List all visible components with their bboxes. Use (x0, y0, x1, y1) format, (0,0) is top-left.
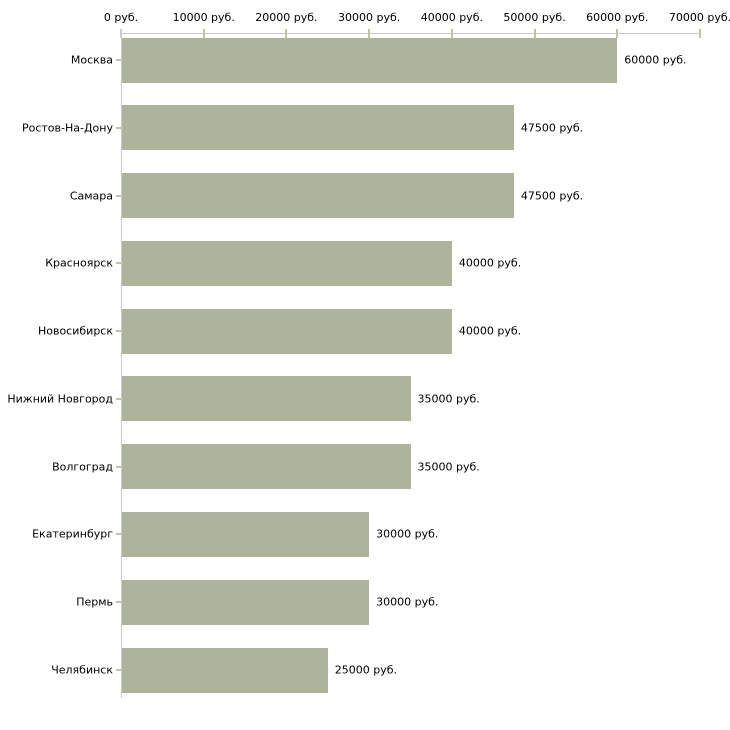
bar-value-label: 47500 руб. (520, 121, 584, 135)
bar (122, 105, 514, 151)
category-label: Пермь (76, 595, 113, 609)
x-tick-mark (533, 29, 536, 38)
y-tick-mark (116, 330, 121, 333)
y-tick-mark (116, 397, 121, 400)
bar-value-label: 60000 руб. (624, 53, 687, 67)
bar-value-label: 47500 руб. (520, 189, 584, 203)
y-axis-line (121, 29, 122, 698)
x-axis-tick-label: 10000 руб. (172, 11, 235, 24)
x-axis-tick-label: 40000 руб. (420, 11, 483, 24)
y-tick-mark (116, 262, 121, 265)
y-tick-mark (116, 126, 121, 129)
x-axis-tick-label: 70000 руб. (668, 11, 730, 24)
x-axis-tick-label: 20000 руб. (255, 11, 318, 24)
y-tick-mark (116, 465, 121, 468)
y-tick-mark (116, 601, 121, 604)
bar (122, 240, 452, 286)
bar (122, 579, 370, 625)
category-label: Новосибирск (37, 324, 113, 338)
x-axis-tick-label: 60000 руб. (586, 11, 649, 24)
x-tick-mark (368, 29, 371, 38)
x-axis-line (121, 33, 701, 34)
bar (122, 376, 411, 422)
x-axis-tick-label: 50000 руб. (503, 11, 566, 24)
x-tick-mark (699, 29, 701, 38)
x-tick-mark (120, 29, 122, 38)
bar (122, 308, 452, 354)
category-label: Челябинск (51, 663, 113, 677)
category-label: Ростов-На-Дону (21, 121, 113, 135)
category-label: Екатеринбург (32, 527, 113, 541)
category-label: Нижний Новгород (7, 392, 113, 406)
bar-value-label: 40000 руб. (458, 256, 522, 270)
bar (122, 173, 514, 219)
y-tick-mark (116, 669, 121, 672)
bar-value-label: 30000 руб. (376, 595, 439, 609)
bar (122, 37, 618, 83)
category-label: Волгоград (52, 460, 113, 474)
x-axis-tick-label: 0 руб. (103, 11, 139, 24)
bar-value-label: 25000 руб. (334, 663, 398, 677)
x-tick-mark (285, 29, 288, 38)
x-tick-mark (616, 29, 619, 38)
category-label: Красноярск (45, 256, 113, 270)
bar (122, 647, 328, 693)
bar-value-label: 35000 руб. (417, 392, 480, 406)
bar-value-label: 40000 руб. (458, 324, 522, 338)
bar-value-label: 35000 руб. (417, 460, 480, 474)
x-tick-mark (202, 29, 205, 38)
x-axis-tick-label: 30000 руб. (338, 11, 401, 24)
x-tick-mark (450, 29, 453, 38)
category-label: Самара (69, 189, 113, 203)
y-tick-mark (116, 194, 121, 197)
category-label: Москва (70, 53, 113, 67)
y-tick-mark (116, 533, 121, 536)
y-tick-mark (116, 59, 121, 61)
bar-value-label: 30000 руб. (376, 527, 439, 541)
bar (122, 511, 370, 557)
bar (122, 444, 411, 490)
